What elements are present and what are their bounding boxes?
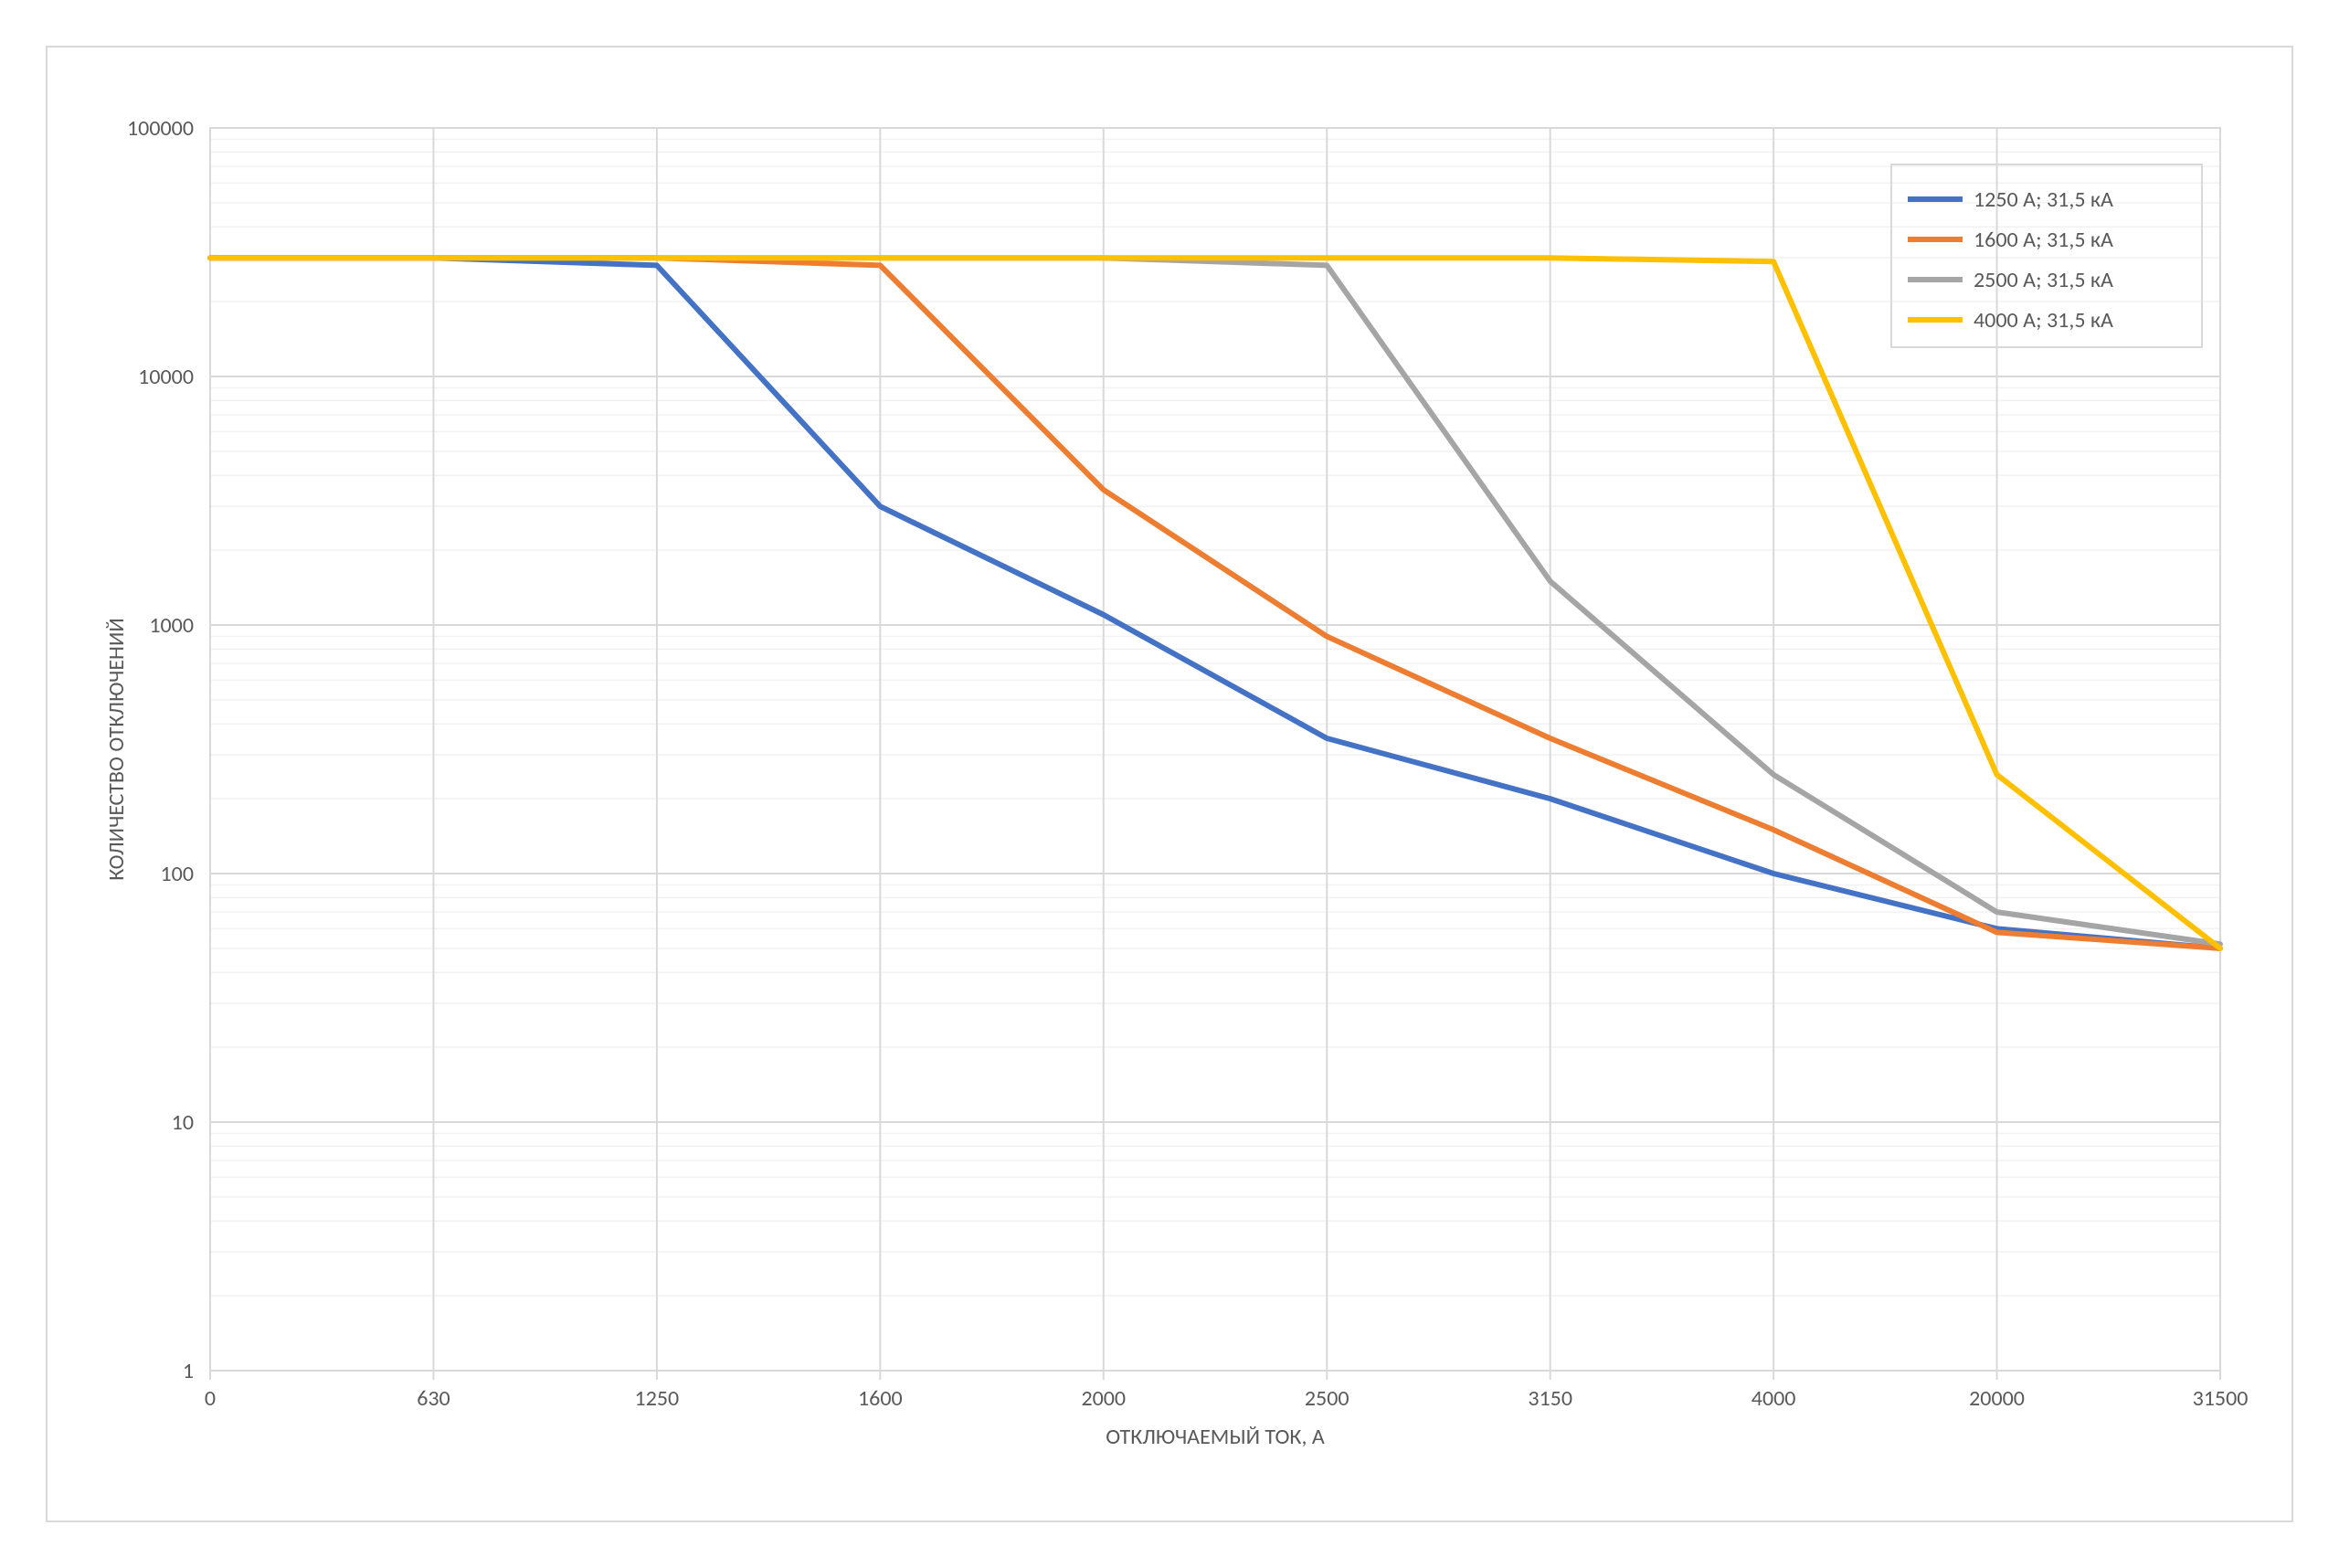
y-axis-label: КОЛИЧЕСТВО ОТКЛЮЧЕНИЙ xyxy=(103,618,130,881)
x-tick-label: 0 xyxy=(205,1385,216,1412)
x-tick-label: 3150 xyxy=(1528,1385,1572,1412)
x-tick-label: 2500 xyxy=(1305,1385,1349,1412)
x-tick-label: 630 xyxy=(417,1385,450,1412)
plot-border xyxy=(210,128,2220,1371)
legend-label: 1250 А; 31,5 кА xyxy=(1974,186,2113,213)
y-tick-label: 10000 xyxy=(138,364,194,390)
x-tick-label: 31500 xyxy=(2193,1385,2248,1412)
y-tick-label: 1000 xyxy=(149,612,194,639)
y-tick-label: 100 xyxy=(161,861,195,887)
y-tick-label: 1 xyxy=(183,1358,194,1384)
series-line xyxy=(210,258,2220,948)
series-line xyxy=(210,258,2220,948)
x-tick-label: 2000 xyxy=(1081,1385,1126,1412)
y-tick-label: 100000 xyxy=(127,115,194,142)
y-tick-label: 10 xyxy=(172,1109,194,1136)
legend-label: 4000 А; 31,5 кА xyxy=(1974,307,2113,334)
chart-container: 1 10 100 1000 10000 100000 0 630 1250 1600 2000 250… xyxy=(91,91,2248,1477)
line-chart: 1 10 100 1000 10000 100000 0 630 1250 1600 2000 250… xyxy=(91,91,2248,1477)
x-axis-label: ОТКЛЮЧАЕМЫЙ ТОК, А xyxy=(1106,1424,1325,1450)
x-tick-label: 1250 xyxy=(635,1385,680,1412)
x-tick-label: 4000 xyxy=(1752,1385,1796,1412)
x-tick-label: 20000 xyxy=(1969,1385,2025,1412)
series-line xyxy=(210,258,2220,948)
x-tick-label: 1600 xyxy=(858,1385,903,1412)
legend-label: 1600 А; 31,5 кА xyxy=(1974,227,2113,253)
legend-label: 2500 А; 31,5 кА xyxy=(1974,267,2113,293)
